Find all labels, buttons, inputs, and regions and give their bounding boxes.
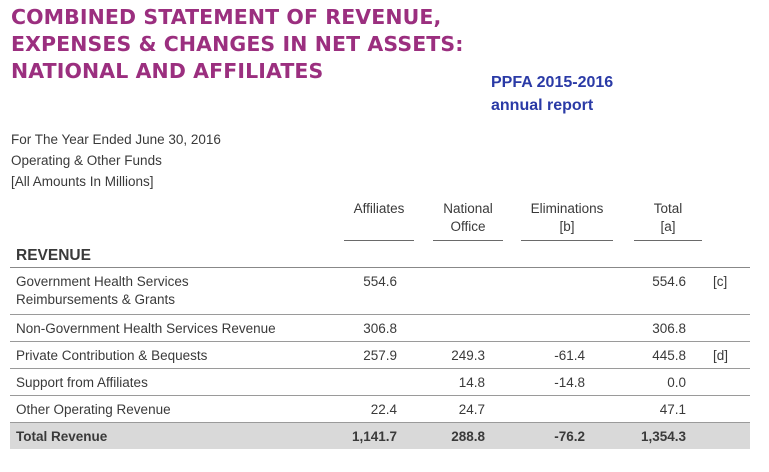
cell-affiliates: 257.9 [363, 348, 397, 363]
period-text: For The Year Ended June 30, 2016 [11, 132, 221, 147]
column-header-affiliates: Affiliates [344, 200, 414, 241]
statement-title: COMBINED STATEMENT OF REVENUE, EXPENSES … [11, 4, 464, 85]
column-header-national-label-1: National [443, 201, 493, 216]
report-annotation: PPFA 2015-2016 annual report [491, 71, 613, 117]
cell-total: 554.6 [652, 274, 686, 289]
title-line-2: EXPENSES & CHANGES IN NET ASSETS: [11, 32, 464, 56]
total-eliminations: -76.2 [554, 429, 585, 444]
cell-total: 306.8 [652, 321, 686, 336]
column-header-affiliates-label: Affiliates [353, 201, 405, 216]
statement-meta: For The Year Ended June 30, 2016 Operati… [11, 129, 221, 192]
total-row-label: Total Revenue [16, 429, 108, 444]
table-row: Government Health Services Reimbursement… [10, 268, 750, 315]
cell-footnote: [d] [713, 348, 729, 363]
funds-text: Operating & Other Funds [11, 153, 162, 168]
cell-affiliates: 22.4 [370, 402, 397, 417]
table-row: Support from Affiliates 14.8 -14.8 0.0 [10, 369, 750, 396]
cell-footnote: [c] [713, 274, 728, 289]
cell-national: 14.8 [458, 375, 485, 390]
cell-national: 24.7 [458, 402, 485, 417]
table-row: Other Operating Revenue 22.4 24.7 47.1 [10, 396, 750, 423]
units-text: [All Amounts In Millions] [11, 174, 154, 189]
cell-affiliates: 306.8 [363, 321, 397, 336]
row-label: Government Health Services Reimbursement… [16, 273, 189, 309]
cell-eliminations: -14.8 [554, 375, 585, 390]
total-affiliates: 1,141.7 [351, 429, 397, 444]
total-total: 1,354.3 [640, 429, 686, 444]
row-label: Support from Affiliates [16, 375, 148, 390]
total-row: Total Revenue 1,141.7 288.8 -76.2 1,354.… [10, 423, 750, 449]
cell-national: 249.3 [451, 348, 485, 363]
table-row: Non-Government Health Services Revenue 3… [10, 315, 750, 342]
cell-eliminations: -61.4 [554, 348, 585, 363]
column-header-national-label-2: Office [450, 219, 486, 234]
column-header-total-label-2: [a] [660, 219, 676, 234]
report-annotation-line-1: PPFA 2015-2016 [491, 74, 614, 91]
title-line-1: COMBINED STATEMENT OF REVENUE, [11, 5, 442, 29]
column-header-national-office: National Office [433, 200, 503, 241]
total-national: 288.8 [451, 429, 485, 444]
row-label-line-2: Reimbursements & Grants [16, 292, 176, 307]
table-row: Private Contribution & Bequests 257.9 24… [10, 342, 750, 369]
column-header-eliminations-label-1: Eliminations [530, 201, 604, 216]
column-header-total: Total [a] [634, 200, 702, 241]
column-header-total-label-1: Total [653, 201, 683, 216]
column-header-eliminations-label-2: [b] [559, 219, 575, 234]
row-label: Other Operating Revenue [16, 402, 171, 417]
cell-total: 0.0 [667, 375, 686, 390]
cell-total: 445.8 [652, 348, 686, 363]
title-line-3: NATIONAL AND AFFILIATES [11, 59, 324, 83]
row-label-line-1: Government Health Services [16, 274, 189, 289]
section-heading-revenue: REVENUE [10, 246, 750, 268]
cell-affiliates: 554.6 [363, 274, 397, 289]
cell-total: 47.1 [659, 402, 686, 417]
row-label: Non-Government Health Services Revenue [16, 321, 276, 336]
report-annotation-line-2: annual report [491, 97, 594, 114]
row-label: Private Contribution & Bequests [16, 348, 208, 363]
column-header-eliminations: Eliminations [b] [521, 200, 613, 241]
